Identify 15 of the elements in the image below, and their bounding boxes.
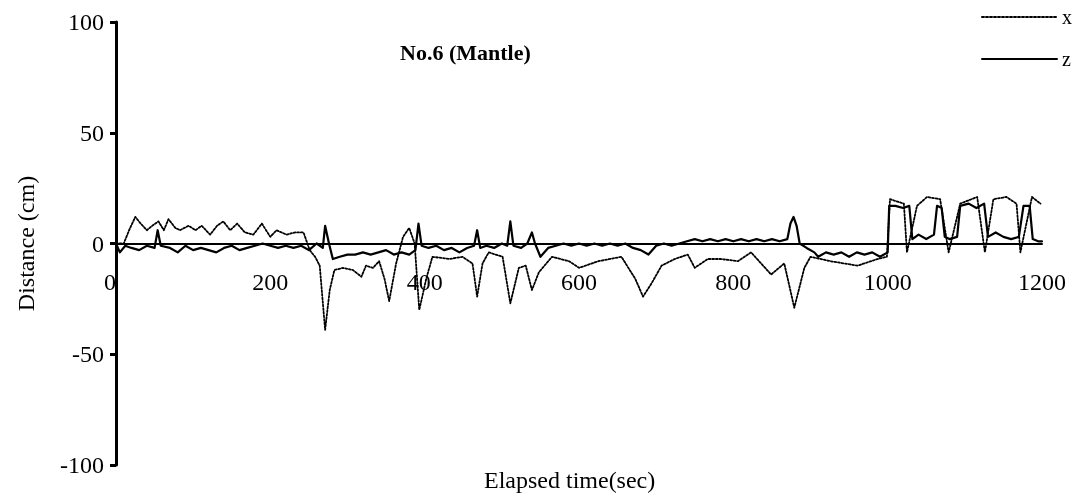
y-tick-label: 0 — [92, 230, 104, 257]
x-tick-label: 200 — [252, 268, 289, 295]
text: No.6 (Mantle) — [400, 39, 531, 65]
x-tick-label: 1000 — [863, 268, 912, 295]
y-tick-label: 50 — [80, 119, 104, 146]
y-tick-label: 100 — [68, 9, 104, 35]
y-tick-label: -50 — [72, 341, 104, 368]
x-axis-title: Elapsed time(sec) — [484, 467, 656, 493]
y-axis-title: Distance (cm) — [13, 175, 39, 312]
x-tick-label: 600 — [561, 268, 597, 295]
x-tick-label: 800 — [715, 268, 752, 295]
legend-label: x — [1062, 6, 1072, 28]
x-tick-label: 1200 — [1018, 268, 1066, 295]
legend-label: z — [1062, 48, 1071, 70]
y-tick-label: -100 — [60, 452, 104, 478]
